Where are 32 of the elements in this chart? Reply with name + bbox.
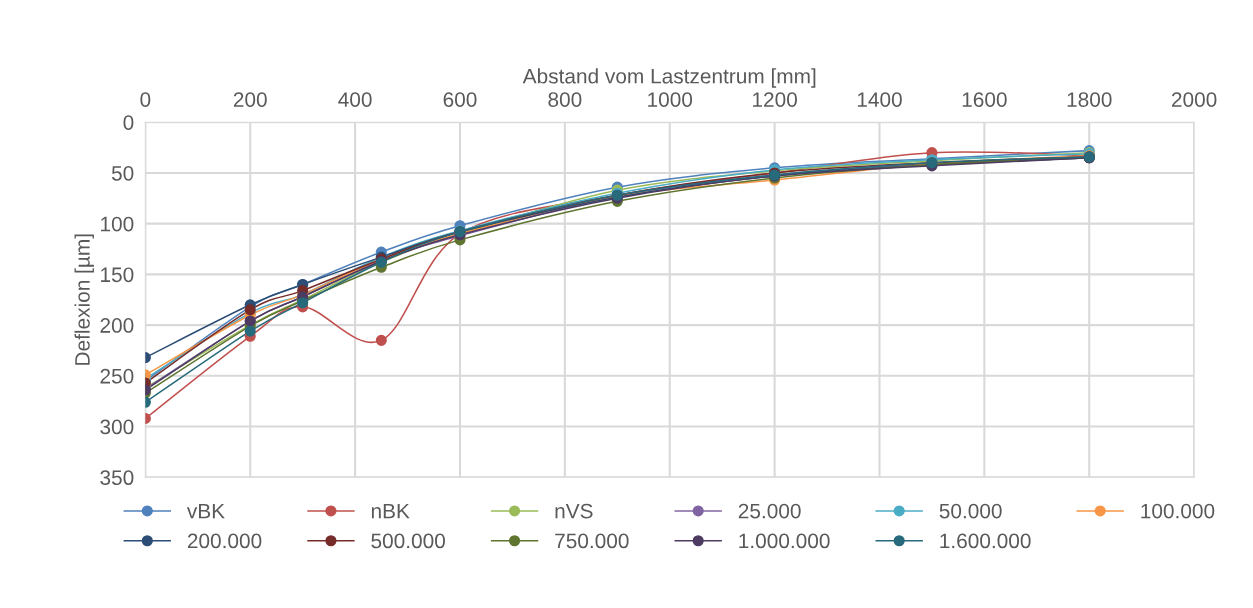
x-tick-label: 1000 — [648, 92, 693, 107]
legend-label: 1.000.000 — [739, 533, 830, 549]
legend-label: vBK — [186, 503, 225, 519]
legend-label: 25.000 — [738, 503, 801, 519]
x-tick-label: 2000 — [1171, 92, 1217, 107]
y-tick-label: 300 — [100, 419, 134, 435]
legend-label: 50.000 — [939, 503, 1002, 519]
x-tick-label: 1800 — [1067, 92, 1112, 107]
x-tick-label: 1200 — [753, 92, 797, 107]
x-tick-label: 0 — [140, 92, 151, 107]
y-tick-label: 350 — [100, 470, 134, 486]
legend-label: 1.600.000 — [940, 533, 1031, 549]
legend-label: nVS — [555, 503, 593, 519]
y-tick-label: 150 — [101, 267, 134, 283]
x-axis-title: Abstand vom Lastzentrum [mm] — [522, 68, 816, 88]
x-tick-label: 400 — [338, 92, 372, 107]
y-tick-label: 200 — [100, 318, 134, 333]
x-tick-label: 600 — [443, 92, 477, 107]
legend-label: 750.000 — [555, 533, 629, 549]
y-tick-label: 250 — [100, 368, 134, 384]
x-tick-label: 200 — [233, 92, 267, 107]
legend-label: nBK — [371, 503, 410, 519]
legend-label: 500.000 — [371, 533, 445, 549]
y-tick-label: 50 — [111, 165, 134, 181]
y-tick-label: 0 — [123, 115, 134, 130]
x-tick-label: 1400 — [857, 92, 902, 107]
y-tick-label: 100 — [101, 216, 134, 232]
x-tick-label: 1600 — [962, 92, 1007, 107]
legend-label: 200.000 — [187, 533, 262, 549]
legend-label: 100.000 — [1141, 503, 1215, 519]
x-tick-label: 800 — [548, 92, 582, 107]
y-axis-title: Deflexion [µm] — [74, 234, 94, 365]
